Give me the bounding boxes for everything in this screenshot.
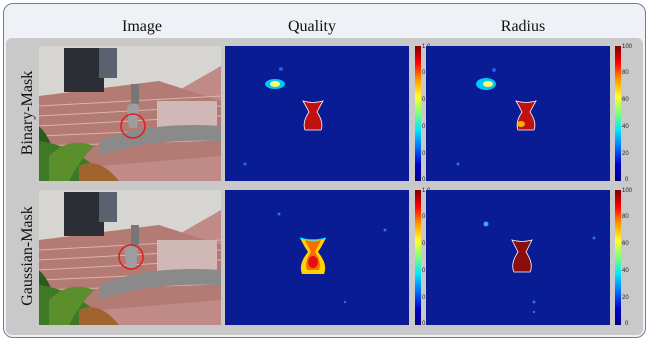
tick-r1-4: 20 bbox=[622, 151, 629, 157]
header-quality: Quality bbox=[288, 18, 336, 35]
target-marker-circle bbox=[118, 244, 144, 270]
colorbar-radius-row2 bbox=[615, 190, 621, 325]
row-label-binary-mask: Binary-Mask bbox=[19, 70, 36, 156]
target-marker-circle bbox=[120, 113, 146, 139]
tick-r1-1: 80 bbox=[622, 70, 629, 76]
tick-r2-5: 0 bbox=[625, 321, 629, 327]
tick-r2-2: 60 bbox=[622, 241, 629, 247]
tick-r2-4: 20 bbox=[622, 295, 629, 301]
radius-heatmap-gaussian-mask bbox=[426, 190, 610, 325]
tick-r2-0: 100 bbox=[622, 188, 633, 194]
row-label-gaussian-mask: Gaussian-Mask bbox=[19, 206, 36, 306]
tick-r1-2: 60 bbox=[622, 97, 629, 103]
header-image: Image bbox=[122, 18, 162, 35]
photo-gaussian-mask bbox=[39, 190, 221, 325]
quality-heatmap-gaussian-mask bbox=[225, 190, 409, 325]
tick-r1-5: 0 bbox=[625, 177, 629, 183]
tick-r1-0: 100 bbox=[622, 44, 633, 50]
quality-heatmap-binary-mask bbox=[225, 46, 409, 181]
photo-binary-mask bbox=[39, 46, 221, 181]
radius-heatmap-binary-mask bbox=[426, 46, 610, 181]
colorbar-radius-row1 bbox=[615, 46, 621, 181]
colorbar-quality-row2 bbox=[415, 190, 421, 325]
tick-r2-1: 80 bbox=[622, 214, 629, 220]
colorbar-quality-row1 bbox=[415, 46, 421, 181]
tick-r1-3: 40 bbox=[622, 124, 629, 130]
content-panel: Binary-Mask Gaussian-Mask bbox=[6, 38, 643, 335]
header-radius: Radius bbox=[500, 18, 546, 35]
tick-r2-3: 40 bbox=[622, 268, 629, 274]
